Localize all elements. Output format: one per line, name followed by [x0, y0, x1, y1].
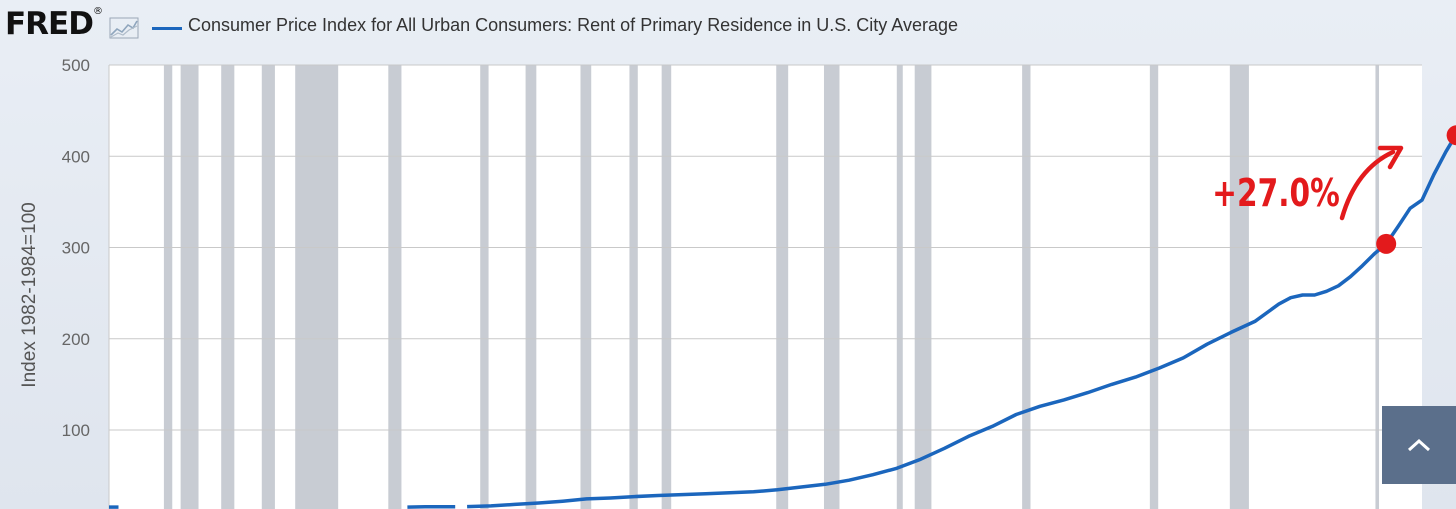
recession-band	[180, 65, 199, 509]
y-tick-label: 300	[62, 239, 90, 258]
y-tick-label: 200	[62, 330, 90, 349]
annotation-arrow	[1339, 149, 1396, 221]
recession-band	[776, 65, 789, 509]
chart-line-icon	[109, 17, 139, 39]
recession-band	[1375, 65, 1380, 509]
legend-label: Consumer Price Index for All Urban Consu…	[188, 15, 958, 35]
y-tick-label: 100	[62, 421, 90, 440]
y-tick-label: 500	[62, 56, 90, 75]
recession-band	[261, 65, 275, 509]
recession-band	[221, 65, 235, 509]
annotation-arrowhead	[1377, 145, 1404, 170]
recession-band	[525, 65, 537, 509]
recession-band	[1022, 65, 1031, 509]
recession-band	[629, 65, 638, 509]
scroll-to-top-button[interactable]	[1382, 406, 1456, 484]
recession-band	[163, 65, 173, 509]
change-annotation: +27.0%	[1212, 171, 1340, 216]
recession-band	[914, 65, 932, 509]
chart-header: FRED® Consumer Price Index for All Urban…	[0, 0, 1456, 56]
recession-band	[295, 65, 339, 509]
series-line	[467, 138, 1455, 509]
recession-band	[661, 65, 672, 509]
legend-swatch	[152, 27, 182, 30]
recession-band	[823, 65, 840, 509]
recession-band	[896, 65, 903, 509]
chevron-up-icon	[1407, 438, 1431, 452]
recession-band	[1229, 65, 1249, 509]
highlight-point	[1376, 233, 1397, 254]
y-tick-label: 400	[62, 147, 90, 166]
recession-band	[388, 65, 402, 509]
fred-logo[interactable]: FRED®	[5, 6, 103, 42]
highlight-point	[1446, 125, 1456, 146]
recession-band	[1149, 65, 1159, 509]
recession-band	[580, 65, 592, 509]
recession-band	[480, 65, 489, 509]
